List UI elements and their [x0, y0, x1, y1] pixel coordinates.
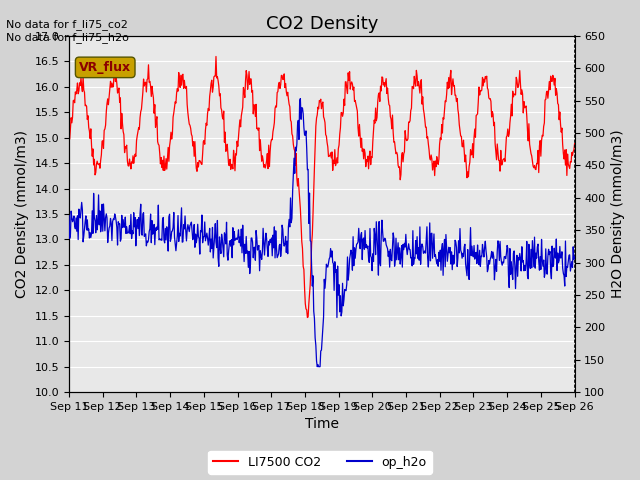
Legend: LI7500 CO2, op_h2o: LI7500 CO2, op_h2o [209, 451, 431, 474]
Y-axis label: H2O Density (mmol/m3): H2O Density (mmol/m3) [611, 130, 625, 299]
Text: VR_flux: VR_flux [79, 61, 131, 74]
Y-axis label: CO2 Density (mmol/m3): CO2 Density (mmol/m3) [15, 130, 29, 298]
Title: CO2 Density: CO2 Density [266, 15, 378, 33]
X-axis label: Time: Time [305, 418, 339, 432]
Text: No data for f_li75_co2
No data for f_li75_h2o: No data for f_li75_co2 No data for f_li7… [6, 19, 129, 43]
